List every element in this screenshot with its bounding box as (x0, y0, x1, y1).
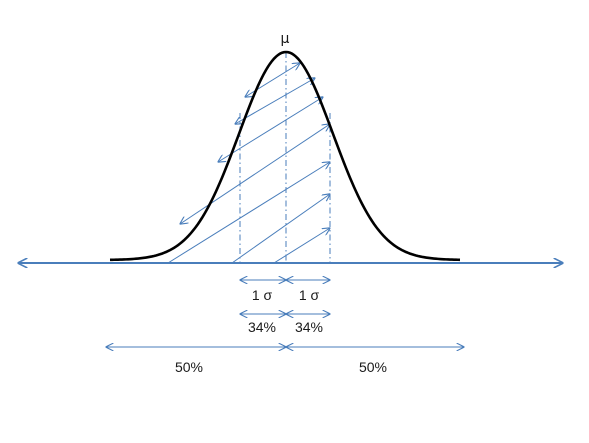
hatch-arrow (218, 97, 323, 162)
pct-50-right-label: 50% (359, 359, 387, 375)
hatch-arrow (273, 228, 330, 264)
pct-50-left-label: 50% (175, 359, 203, 375)
hatch-arrow (167, 162, 330, 264)
hatch-arrow (235, 78, 315, 124)
mean-label: μ (281, 31, 290, 47)
bell-curve (109, 50, 461, 262)
hatch-arrow (180, 124, 330, 224)
pct-34-left-label: 34% (248, 319, 276, 335)
sigma-right-label: 1 σ (299, 287, 320, 303)
hatch-arrow (231, 194, 330, 264)
pct-34-right-label: 34% (295, 319, 323, 335)
sigma-left-label: 1 σ (252, 287, 273, 303)
